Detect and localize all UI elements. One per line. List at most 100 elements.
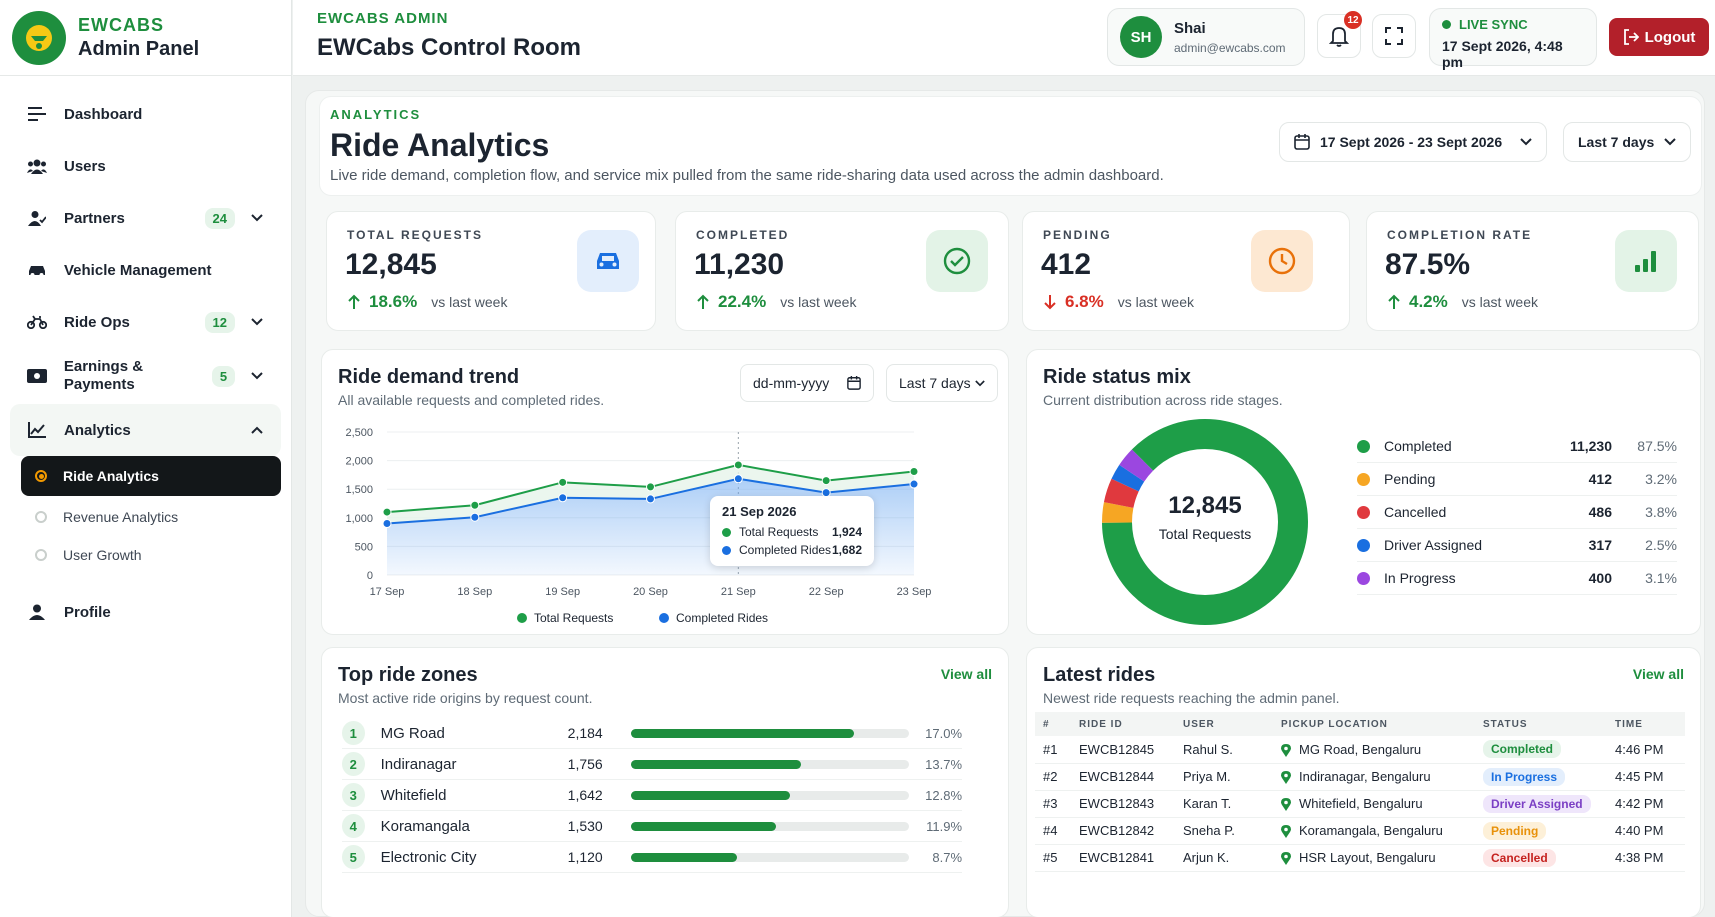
map-pin-icon bbox=[1281, 771, 1291, 785]
wallet-icon bbox=[26, 365, 48, 387]
donut-chart[interactable] bbox=[1095, 412, 1315, 632]
table-row[interactable]: #1 EWCB12845 Rahul S. MG Road, Bengaluru Com… bbox=[1035, 736, 1685, 764]
date-input[interactable]: dd-mm-yyyy bbox=[740, 364, 874, 402]
logout-icon bbox=[1623, 29, 1639, 45]
range-select[interactable]: Last 7 days bbox=[1563, 122, 1691, 162]
radio-dot-icon bbox=[35, 470, 47, 482]
date-range-picker[interactable]: 17 Sept 2026 - 23 Sept 2026 bbox=[1279, 122, 1547, 162]
sidebar-item-dashboard[interactable]: Dashboard bbox=[10, 88, 281, 140]
section-description: Live ride demand, completion flow, and s… bbox=[330, 167, 1164, 184]
logout-button[interactable]: Logout bbox=[1609, 18, 1709, 56]
chevron-down-icon[interactable] bbox=[249, 210, 265, 226]
kpi-delta: 4.2% bbox=[1409, 292, 1448, 311]
live-dot-icon bbox=[1442, 20, 1451, 29]
sidebar-item-users[interactable]: Users bbox=[10, 140, 281, 192]
earnings-count-badge: 5 bbox=[211, 365, 236, 387]
fullscreen-button[interactable] bbox=[1372, 14, 1416, 58]
sidebar-item-vehicle-management[interactable]: Vehicle Management bbox=[10, 244, 281, 296]
status-count: 412 bbox=[1588, 471, 1612, 487]
live-sync-status: LIVE SYNC 17 Sept 2026, 4:48 pm bbox=[1429, 8, 1597, 70]
table-row[interactable]: #2 EWCB12844 Priya M. Indiranagar, Bengalur… bbox=[1035, 763, 1685, 791]
data-point bbox=[733, 474, 743, 484]
table-row[interactable]: #3 EWCB12843 Karan T. Whitefield, Bengaluru… bbox=[1035, 790, 1685, 818]
ride-number: #1 bbox=[1035, 736, 1071, 764]
sidebar-item-ride-ops[interactable]: Ride Ops 12 bbox=[10, 296, 281, 348]
zone-name: Koramangala bbox=[380, 817, 470, 835]
y-tick-label: 1,500 bbox=[345, 484, 373, 496]
sidebar-item-profile[interactable]: Profile bbox=[10, 586, 281, 638]
brand[interactable]: EWCABS Admin Panel bbox=[0, 0, 291, 76]
map-pin-icon bbox=[1281, 825, 1291, 839]
kpi-value: 87.5% bbox=[1385, 248, 1471, 281]
user-email: admin@ewcabs.com bbox=[1174, 40, 1286, 55]
x-tick-label: 18 Sep bbox=[457, 586, 492, 598]
table-row[interactable]: #5 EWCB12841 Arjun K. HSR Layout, Bengaluru… bbox=[1035, 844, 1685, 872]
kpi-label: TOTAL REQUESTS bbox=[347, 228, 484, 242]
status-name: Cancelled bbox=[1384, 504, 1447, 520]
ride-number: #5 bbox=[1035, 844, 1071, 872]
zones-view-all-link[interactable]: View all bbox=[940, 666, 992, 682]
legend-dot bbox=[659, 613, 669, 623]
kpi-pending: PENDING 412 6.8% vs last week bbox=[1022, 211, 1350, 331]
location-text: HSR Layout, Bengaluru bbox=[1299, 849, 1436, 865]
data-point bbox=[909, 479, 919, 489]
sidebar-item-earnings-payments[interactable]: Earnings & Payments 5 bbox=[10, 348, 281, 404]
sidebar-subitem-revenue-analytics[interactable]: Revenue Analytics bbox=[21, 498, 281, 536]
zone-percent: 12.8% bbox=[925, 787, 963, 803]
tooltip-date: 21 Sep 2026 bbox=[722, 504, 797, 519]
chevron-up-icon[interactable] bbox=[249, 422, 265, 438]
zone-percent: 8.7% bbox=[932, 849, 963, 865]
x-tick-label: 23 Sep bbox=[897, 586, 932, 598]
sidebar-subitem-user-growth[interactable]: User Growth bbox=[21, 536, 281, 574]
location-text: Whitefield, Bengaluru bbox=[1299, 795, 1423, 811]
legend-dot bbox=[1357, 439, 1370, 453]
kpi-label: COMPLETION RATE bbox=[1387, 228, 1533, 242]
ride-status: In Progress bbox=[1475, 763, 1607, 791]
ride-status: Completed bbox=[1475, 736, 1607, 764]
status-name: Completed bbox=[1384, 438, 1452, 454]
status-count: 11,230 bbox=[1569, 438, 1612, 454]
card-title: Latest rides bbox=[1043, 664, 1156, 686]
status-name: Driver Assigned bbox=[1384, 537, 1483, 553]
status-name: In Progress bbox=[1384, 570, 1456, 586]
latest-rides-table: # RIDE ID USER PICKUP LOCATION STATUS TIME #1… bbox=[1035, 712, 1685, 872]
chevron-down-icon[interactable] bbox=[249, 368, 265, 384]
sidebar-item-partners[interactable]: Partners 24 bbox=[10, 192, 281, 244]
data-point bbox=[382, 507, 392, 517]
zone-row[interactable]: 5 Electronic City 1,120 8.7% bbox=[342, 842, 962, 873]
card-title: Ride demand trend bbox=[338, 366, 520, 388]
zone-row[interactable]: 1 MG Road 2,184 17.0% bbox=[342, 718, 962, 749]
map-pin-icon bbox=[1281, 798, 1291, 812]
zone-row[interactable]: 3 Whitefield 1,642 12.8% bbox=[342, 780, 962, 811]
bar-chart-icon bbox=[1615, 230, 1677, 292]
profile-icon bbox=[26, 601, 48, 623]
notifications-button[interactable]: 12 bbox=[1317, 11, 1362, 58]
zone-row[interactable]: 4 Koramangala 1,530 11.9% bbox=[342, 811, 962, 842]
table-row[interactable]: #4 EWCB12842 Sneha P. Koramangala, Bengalur… bbox=[1035, 817, 1685, 845]
chevron-down-icon[interactable] bbox=[249, 314, 265, 330]
zone-row[interactable]: 2 Indiranagar 1,756 13.7% bbox=[342, 749, 962, 780]
avatar: SH bbox=[1120, 16, 1162, 58]
bell-icon bbox=[1329, 27, 1349, 47]
ride-id: EWCB12843 bbox=[1071, 790, 1175, 818]
sidebar-item-analytics[interactable]: Analytics bbox=[10, 404, 281, 456]
user-menu[interactable]: SH Shai admin@ewcabs.com bbox=[1107, 8, 1305, 66]
trend-range-select[interactable]: Last 7 days bbox=[886, 364, 998, 402]
status-legend-row: Pending 412 3.2% bbox=[1357, 463, 1677, 496]
status-legend-row: Completed 11,230 87.5% bbox=[1357, 430, 1677, 463]
x-tick-label: 19 Sep bbox=[545, 586, 580, 598]
zone-rank: 1 bbox=[342, 721, 365, 745]
kpi-completion-rate: COMPLETION RATE 87.5% 4.2% vs last week bbox=[1366, 211, 1699, 331]
kpi-label: PENDING bbox=[1043, 228, 1112, 242]
kpi-value: 11,230 bbox=[694, 248, 785, 281]
zone-count: 2,184 bbox=[567, 725, 603, 741]
subitem-label: Ride Analytics bbox=[63, 468, 159, 484]
status-legend-row: Cancelled 486 3.8% bbox=[1357, 496, 1677, 529]
donut-center-label: Total Requests bbox=[1158, 526, 1252, 542]
y-tick-label: 2,000 bbox=[345, 456, 373, 468]
latest-view-all-link[interactable]: View all bbox=[1632, 666, 1684, 682]
legend-dot bbox=[517, 613, 527, 623]
sidebar-subitem-ride-analytics[interactable]: Ride Analytics bbox=[21, 456, 281, 496]
status-percent: 3.1% bbox=[1645, 570, 1677, 586]
status-percent: 3.8% bbox=[1645, 504, 1677, 520]
